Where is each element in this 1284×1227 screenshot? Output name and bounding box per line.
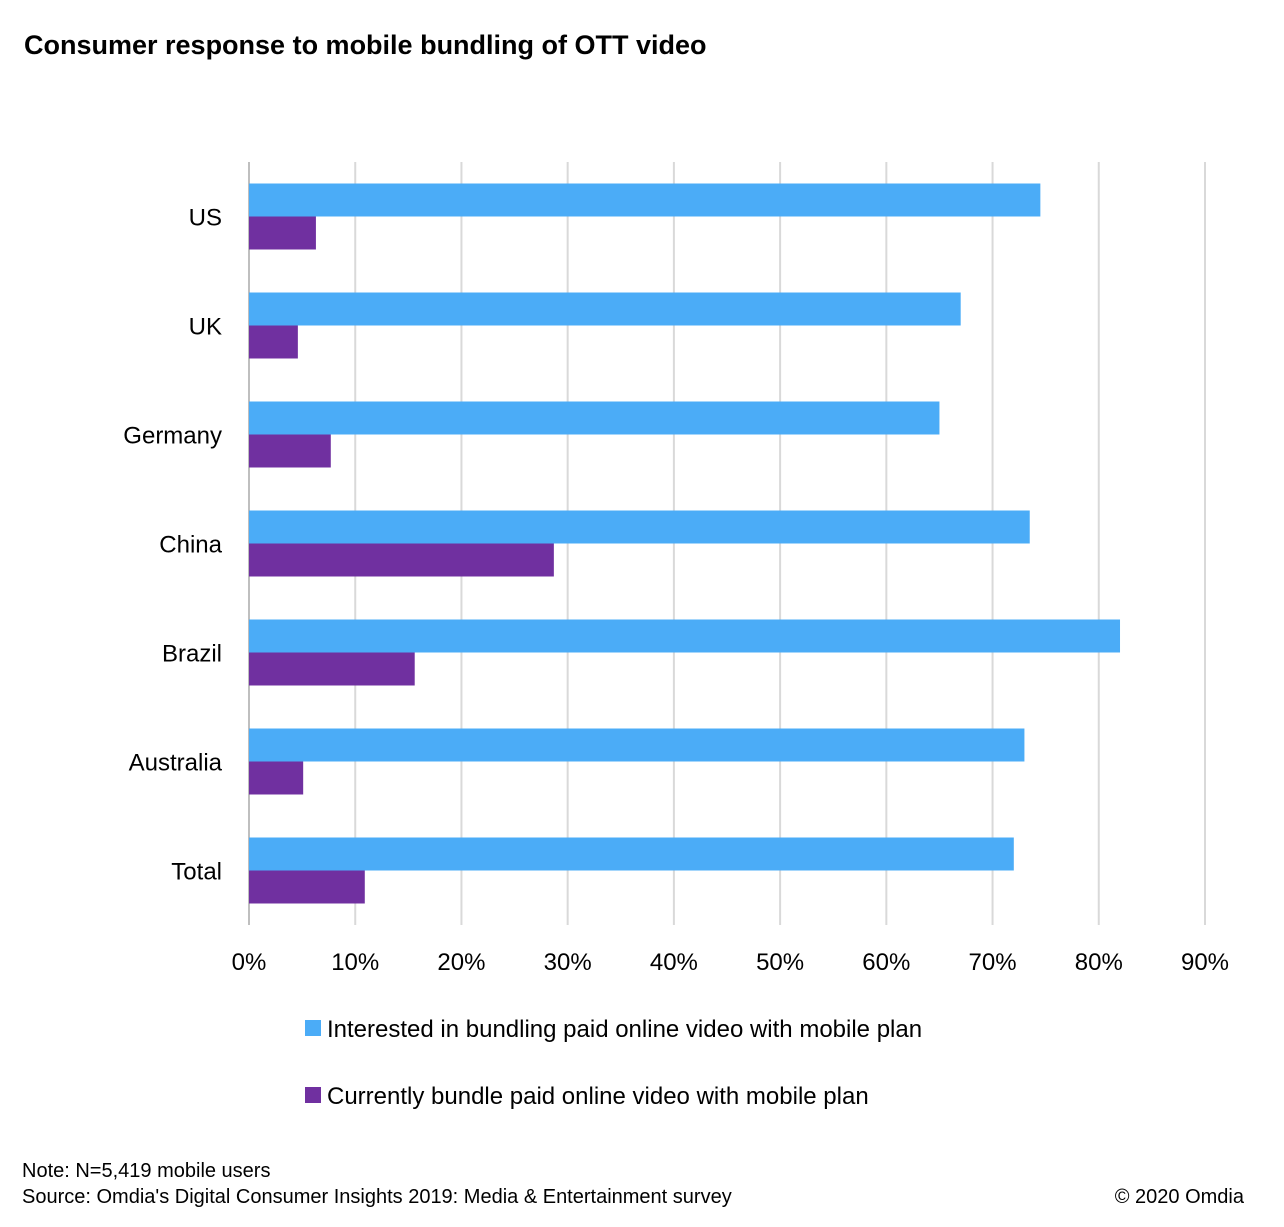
bar-chart: US UK Germany China Brazil Australia Total 0% 1…	[123, 162, 1229, 1110]
source-note: Source: Omdia's Digital Consumer Insight…	[22, 1186, 732, 1208]
bar-us-interested	[249, 183, 1041, 217]
bar-australia-interested	[249, 728, 1025, 762]
x-tick-label: 70%	[969, 949, 1017, 976]
category-label: Australia	[129, 750, 223, 777]
bar-germany-currently	[249, 434, 331, 468]
x-tick-label: 20%	[437, 949, 485, 976]
bar-australia-currently	[249, 761, 304, 795]
bar-total-currently	[249, 870, 365, 904]
legend-swatch	[305, 1020, 321, 1036]
chart-title: Consumer response to mobile bundling of …	[24, 30, 707, 60]
x-tick-labels: 0% 10% 20% 30% 40% 50% 60% 70% 80% 90%	[232, 949, 1229, 976]
category-label: China	[159, 532, 222, 559]
legend-label: Currently bundle paid online video with …	[327, 1083, 869, 1110]
x-tick-label: 10%	[331, 949, 379, 976]
bar-china-currently	[249, 543, 554, 577]
bar-china-interested	[249, 510, 1030, 544]
x-tick-label: 30%	[544, 949, 592, 976]
bar-total-interested	[249, 837, 1014, 871]
bars	[249, 183, 1121, 904]
bar-us-currently	[249, 216, 316, 250]
category-label: UK	[189, 314, 222, 341]
x-tick-label: 50%	[756, 949, 804, 976]
category-label: Germany	[123, 423, 222, 450]
bar-brazil-currently	[249, 652, 415, 686]
x-tick-label: 40%	[650, 949, 698, 976]
bar-germany-interested	[249, 401, 940, 435]
x-tick-label: 0%	[232, 949, 267, 976]
x-tick-label: 80%	[1075, 949, 1123, 976]
category-label: Brazil	[162, 641, 222, 668]
legend-label: Interested in bundling paid online video…	[327, 1016, 922, 1043]
copyright: © 2020 Omdia	[1114, 1186, 1244, 1208]
footnote: Note: N=5,419 mobile users	[22, 1160, 271, 1182]
legend: Interested in bundling paid online video…	[305, 1016, 922, 1110]
bar-uk-currently	[249, 325, 298, 359]
category-label: US	[189, 205, 222, 232]
category-label: Total	[171, 859, 222, 886]
category-labels: US UK Germany China Brazil Australia Total	[123, 205, 222, 886]
legend-swatch	[305, 1087, 321, 1103]
bar-brazil-interested	[249, 619, 1121, 653]
x-tick-label: 60%	[862, 949, 910, 976]
x-tick-label: 90%	[1181, 949, 1229, 976]
bar-uk-interested	[249, 292, 961, 326]
